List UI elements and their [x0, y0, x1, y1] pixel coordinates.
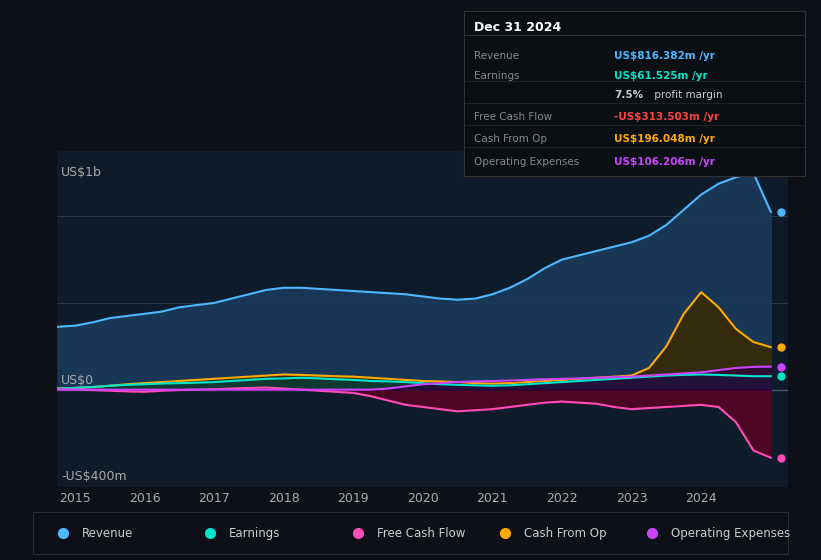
- Text: -US$313.503m /yr: -US$313.503m /yr: [614, 112, 719, 122]
- Text: -US$400m: -US$400m: [61, 470, 126, 483]
- Text: US$106.206m /yr: US$106.206m /yr: [614, 157, 714, 166]
- Text: 7.5%: 7.5%: [614, 90, 643, 100]
- Text: Operating Expenses: Operating Expenses: [474, 157, 580, 166]
- Text: Free Cash Flow: Free Cash Flow: [474, 112, 553, 122]
- Text: Dec 31 2024: Dec 31 2024: [474, 21, 562, 34]
- Text: US$816.382m /yr: US$816.382m /yr: [614, 51, 714, 61]
- Text: Cash From Op: Cash From Op: [524, 527, 606, 540]
- Text: US$196.048m /yr: US$196.048m /yr: [614, 134, 714, 144]
- Text: US$1b: US$1b: [61, 166, 102, 179]
- Text: US$61.525m /yr: US$61.525m /yr: [614, 72, 708, 82]
- Text: profit margin: profit margin: [651, 90, 722, 100]
- Text: Earnings: Earnings: [229, 527, 281, 540]
- Text: Revenue: Revenue: [474, 51, 519, 61]
- Text: Revenue: Revenue: [82, 527, 133, 540]
- Text: Cash From Op: Cash From Op: [474, 134, 547, 144]
- Text: Operating Expenses: Operating Expenses: [671, 527, 791, 540]
- Text: Free Cash Flow: Free Cash Flow: [377, 527, 465, 540]
- Text: US$0: US$0: [61, 375, 94, 388]
- Text: Earnings: Earnings: [474, 72, 520, 82]
